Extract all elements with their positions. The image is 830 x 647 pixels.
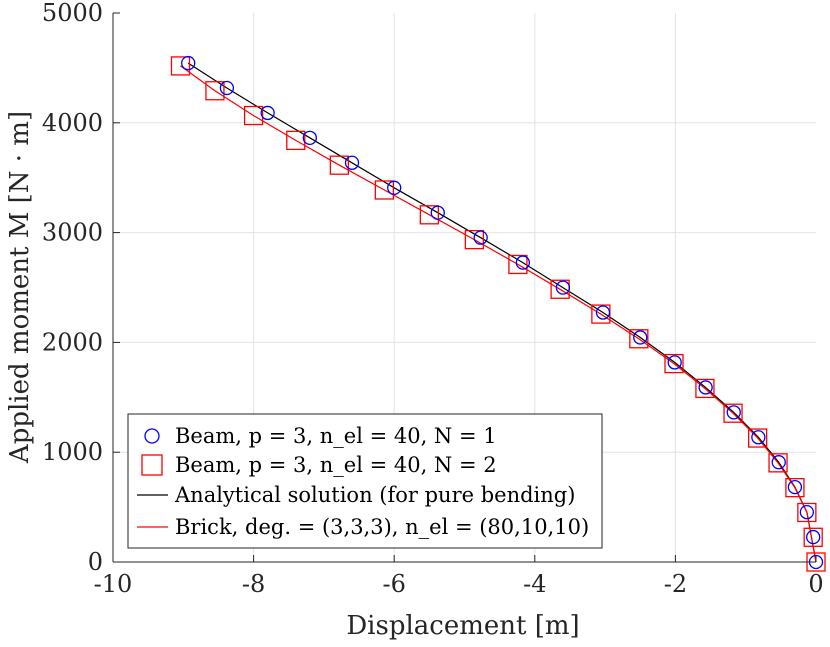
data-point-square bbox=[768, 453, 788, 473]
x-tick-label: -2 bbox=[664, 570, 687, 598]
y-tick-label: 4000 bbox=[42, 109, 103, 137]
series-line bbox=[187, 62, 817, 563]
data-point-square bbox=[723, 403, 743, 423]
data-point-square bbox=[508, 254, 528, 275]
data-point-circle bbox=[302, 130, 317, 145]
y-tick-label: 5000 bbox=[42, 0, 103, 27]
data-point-circle bbox=[806, 529, 821, 545]
x-tick-label: -8 bbox=[242, 570, 265, 598]
series-3 bbox=[180, 65, 817, 563]
data-point-circle bbox=[181, 55, 196, 71]
data-point-square bbox=[205, 81, 225, 101]
x-tick-label: -6 bbox=[383, 570, 406, 598]
data-point-square bbox=[243, 105, 264, 126]
series-2 bbox=[187, 62, 817, 563]
y-tick-label: 0 bbox=[88, 548, 103, 576]
data-point-square bbox=[464, 229, 484, 250]
data-point-circle bbox=[667, 355, 682, 370]
data-point-square bbox=[664, 353, 684, 374]
data-point-circle bbox=[344, 155, 360, 170]
data-point-circle bbox=[260, 105, 275, 121]
legend-marker-square bbox=[141, 454, 163, 476]
y-tick-label: 3000 bbox=[42, 219, 103, 247]
legend-box bbox=[127, 413, 603, 549]
tick-labels: -10 -8 -6 -4 -2 0 0 1000 2000 3000 4000 5000 bbox=[42, 0, 824, 598]
data-point-square bbox=[785, 478, 805, 498]
data-point-circle bbox=[515, 255, 530, 270]
data-point-square bbox=[803, 527, 823, 547]
data-point-square bbox=[419, 205, 440, 225]
legend-entry-brick: Brick, deg. = (3,3,3), n_el = (80,10,10) bbox=[175, 515, 589, 539]
data-point-circle bbox=[430, 205, 445, 220]
data-point-circle bbox=[771, 455, 786, 470]
data-point-square bbox=[748, 428, 768, 448]
data-point-circle bbox=[726, 405, 741, 420]
data-point-circle bbox=[555, 280, 571, 295]
data-point-square bbox=[329, 155, 350, 175]
x-axis-label: Displacement [m] bbox=[346, 611, 579, 641]
y-tick-label: 2000 bbox=[42, 328, 103, 356]
legend-entry-beam-n1: Beam, p = 3, n_el = 40, N = 1 bbox=[175, 424, 497, 448]
data-point-circle bbox=[387, 180, 402, 195]
legend: Beam, p = 3, n_el = 40, N = 1 Beam, p = … bbox=[127, 413, 603, 549]
data-point-square bbox=[374, 180, 395, 200]
y-axis-label: Applied moment M [N · m] bbox=[5, 111, 35, 464]
data-point-circle bbox=[787, 479, 803, 495]
data-point-circle bbox=[751, 430, 766, 445]
data-point-square bbox=[695, 378, 715, 399]
data-point-circle bbox=[799, 505, 815, 520]
data-point-square bbox=[797, 502, 817, 523]
legend-marker-circle bbox=[144, 428, 160, 444]
series-line bbox=[180, 65, 817, 563]
x-tick-label: -4 bbox=[523, 570, 546, 598]
data-point-circle bbox=[595, 305, 611, 320]
data-point-square bbox=[629, 329, 649, 349]
axes bbox=[112, 12, 817, 563]
x-tick-label: -10 bbox=[94, 570, 133, 598]
data-point-circle bbox=[698, 380, 713, 395]
data-point-circle bbox=[473, 230, 488, 245]
y-tick-label: 1000 bbox=[42, 438, 103, 466]
data-point-circle bbox=[633, 330, 648, 345]
data-point-square bbox=[170, 56, 191, 76]
data-point-circle bbox=[219, 80, 235, 96]
data-point-square bbox=[286, 130, 306, 151]
legend-entry-analytical: Analytical solution (for pure bending) bbox=[174, 483, 575, 507]
legend-entry-beam-n2: Beam, p = 3, n_el = 40, N = 2 bbox=[175, 453, 497, 477]
x-tick-label: 0 bbox=[808, 570, 823, 598]
